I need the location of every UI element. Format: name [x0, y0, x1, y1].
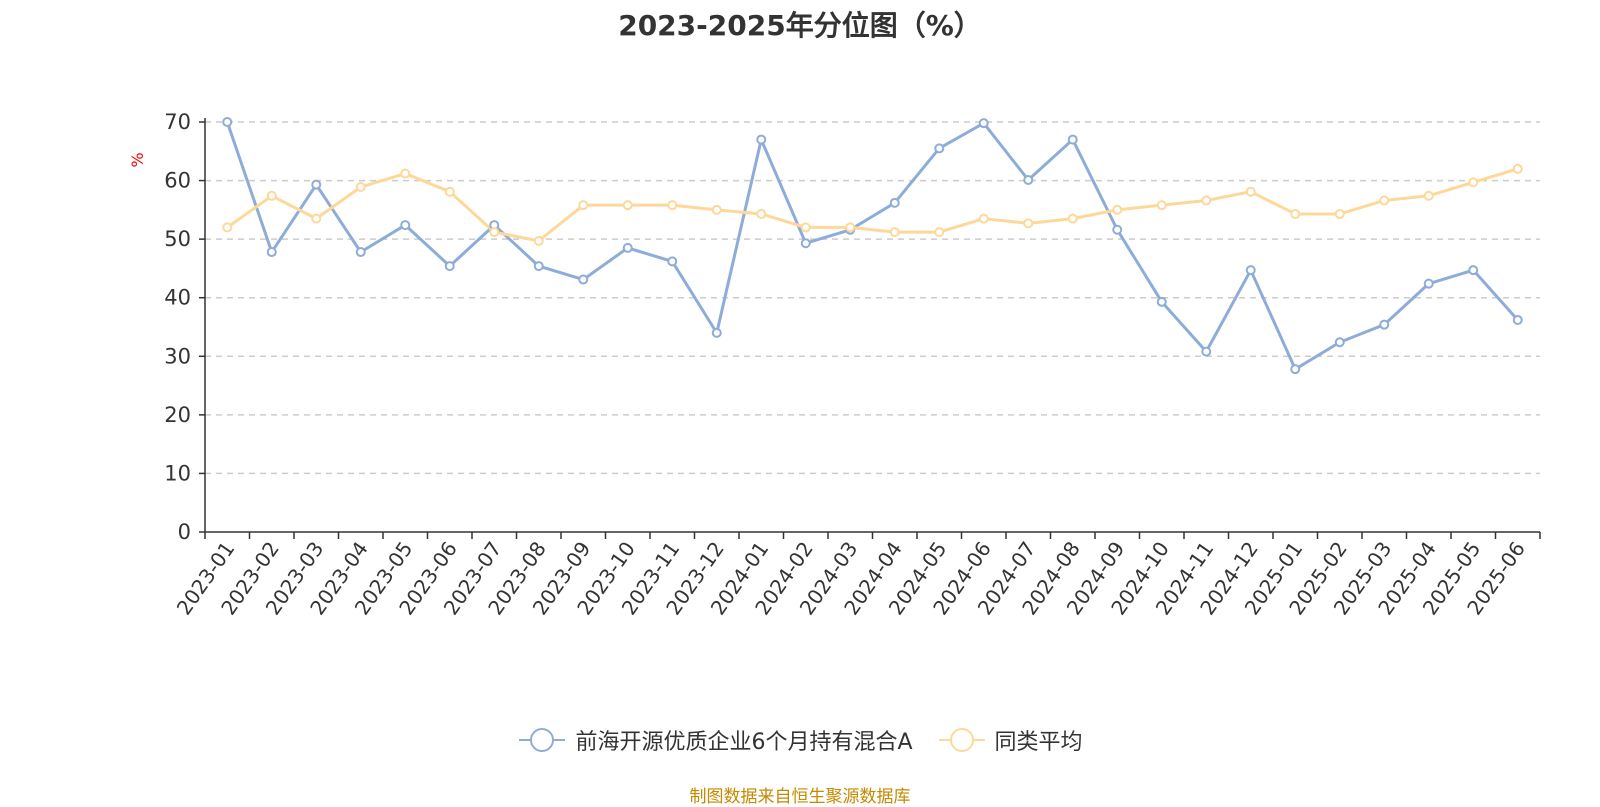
data-point-1	[711, 204, 722, 215]
data-point-0	[1512, 314, 1523, 325]
series-line-0	[225, 121, 1519, 371]
data-point-1	[1379, 195, 1390, 206]
data-point-1	[311, 213, 322, 224]
legend-marker-icon	[519, 728, 566, 752]
data-point-0	[1423, 278, 1434, 289]
data-point-1	[400, 168, 411, 179]
data-point-1	[444, 186, 455, 197]
data-point-1	[1112, 204, 1123, 215]
data-point-1	[978, 213, 989, 224]
data-point-1	[1468, 177, 1479, 188]
y-tick-label: 40	[164, 286, 191, 310]
y-tick-label: 10	[164, 461, 191, 485]
data-point-0	[1290, 364, 1301, 375]
y-tick-label: 50	[164, 227, 191, 251]
series-line-1	[226, 167, 1519, 243]
data-point-1	[1201, 195, 1212, 206]
legend-marker-icon	[938, 728, 985, 752]
data-point-1	[578, 200, 589, 211]
data-point-0	[1156, 296, 1167, 307]
grid-lines	[205, 121, 1540, 475]
data-point-1	[889, 227, 900, 238]
data-point-1	[1023, 218, 1034, 229]
data-point-1	[756, 208, 767, 219]
legend: 前海开源优质企业6个月持有混合A 同类平均	[0, 722, 1600, 758]
data-point-1	[622, 200, 633, 211]
y-tick-label: 0	[178, 520, 191, 544]
data-point-0	[266, 247, 277, 258]
data-point-0	[978, 118, 989, 129]
data-point-0	[934, 143, 945, 154]
data-point-1	[489, 227, 500, 238]
data-point-1	[1245, 186, 1256, 197]
data-point-1	[266, 190, 277, 201]
data-point-0	[533, 261, 544, 272]
data-point-0	[1379, 319, 1390, 330]
data-point-0	[756, 134, 767, 145]
data-source-note: 制图数据来自恒生聚源数据库	[689, 787, 911, 807]
data-point-0	[444, 261, 455, 272]
y-tick-label: 30	[164, 344, 191, 368]
data-point-0	[1201, 346, 1212, 357]
data-point-0	[1067, 134, 1078, 145]
data-point-0	[578, 274, 589, 285]
data-point-1	[1067, 213, 1078, 224]
legend-label: 前海开源优质企业6个月持有混合A	[575, 730, 913, 755]
legend-label: 同类平均	[994, 730, 1083, 755]
data-point-1	[355, 182, 366, 193]
series-lines	[222, 117, 1523, 375]
data-point-0	[1468, 265, 1479, 276]
data-point-0	[800, 238, 811, 249]
data-point-1	[533, 235, 544, 246]
data-point-0	[400, 220, 411, 231]
data-point-1	[845, 222, 856, 233]
chart-title: 2023-2025年分位图（%）	[618, 9, 982, 42]
data-point-0	[355, 247, 366, 258]
data-point-1	[1423, 190, 1434, 201]
y-axis-label: %	[128, 152, 147, 167]
data-point-0	[667, 256, 678, 267]
data-point-1	[667, 200, 678, 211]
y-tick-label: 60	[164, 169, 191, 193]
data-point-1	[222, 222, 233, 233]
data-point-0	[711, 327, 722, 338]
legend-marker-circle	[530, 728, 555, 752]
y-tick-label: 20	[164, 403, 191, 427]
data-point-1	[1334, 208, 1345, 219]
data-point-1	[1512, 163, 1523, 174]
legend-item-0[interactable]: 前海开源优质企业6个月持有混合A	[517, 724, 913, 756]
line-chart: 0102030405060702023-012023-022023-032023…	[128, 110, 1541, 619]
data-point-0	[1245, 265, 1256, 276]
axes: 0102030405060702023-012023-022023-032023…	[164, 110, 1541, 619]
data-point-1	[1156, 200, 1167, 211]
data-point-0	[1023, 174, 1034, 185]
data-point-1	[800, 222, 811, 233]
y-tick-label: 70	[164, 110, 191, 134]
data-point-1	[1290, 208, 1301, 219]
data-point-0	[1112, 224, 1123, 235]
data-point-0	[311, 179, 322, 190]
data-point-0	[889, 197, 900, 208]
legend-marker-circle	[949, 728, 974, 752]
data-point-1	[934, 227, 945, 238]
data-point-0	[222, 117, 233, 127]
data-point-0	[1334, 337, 1345, 348]
legend-item-1[interactable]: 同类平均	[937, 724, 1083, 756]
data-point-0	[622, 242, 633, 253]
